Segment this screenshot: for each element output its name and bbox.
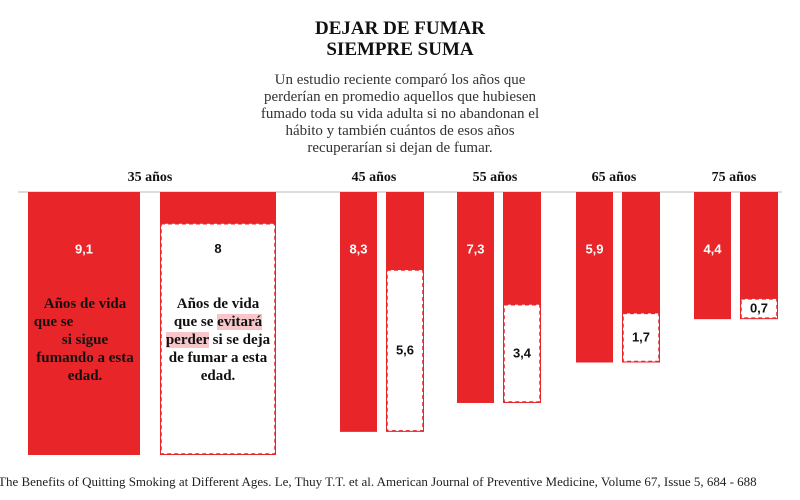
avoided-value-label: 3,4	[513, 345, 532, 360]
lost-bar	[340, 192, 377, 432]
subtitle-line: recuperarían si dejan de fumar.	[307, 140, 493, 156]
category-label: 55 años	[473, 170, 518, 185]
lost-bar	[694, 192, 731, 320]
note-highlight: perderán	[77, 314, 137, 330]
title-line: SIEMPRE SUMA	[326, 39, 474, 60]
avoided-value-label: 8	[214, 241, 221, 256]
avoided-value-label: 0,7	[750, 300, 768, 315]
avoided-value-label: 1,7	[632, 329, 650, 344]
subtitle-line: Un estudio reciente comparó los años que	[274, 72, 526, 88]
note-text: Años de vida que se	[173, 296, 260, 330]
subtitle: Un estudio reciente comparó los años que…	[0, 72, 800, 157]
lost-value-label: 4,4	[703, 241, 722, 256]
note-text: Años de vida que se	[33, 296, 127, 330]
source: The Benefits of Quitting Smoking at Diff…	[0, 474, 757, 489]
category-label: 75 años	[712, 170, 757, 185]
subtitle-line: hábito y también cuántos de esos años	[285, 123, 515, 139]
avoided-bar	[622, 312, 660, 363]
lost-value-label: 7,3	[466, 241, 484, 256]
avoided-value-label: 5,6	[396, 342, 414, 357]
note-text: si se deja de fumar a esta edad.	[168, 332, 271, 384]
subtitle-line: perderían en promedio aquellos que hubie…	[264, 89, 536, 105]
remaining-bar	[740, 192, 778, 320]
series-note: Años de vida que se perderán si sigue fu…	[33, 295, 137, 385]
lost-bar	[28, 192, 140, 455]
title: DEJAR DE FUMAR SIEMPRE SUMA	[0, 18, 800, 60]
lost-value-label: 5,9	[585, 241, 603, 256]
lost-value-label: 8,3	[349, 241, 367, 256]
avoided-bar	[503, 303, 541, 403]
category-label: 35 años	[128, 170, 173, 185]
category-label: 65 años	[592, 170, 637, 185]
chart: 35 años 9,1 8 45 años 8,3 5,6 55 años 7,3 3,4 65 …	[18, 170, 782, 455]
avoided-bar	[740, 298, 778, 319]
subtitle-line: fumado toda su vida adulta si no abandon…	[260, 106, 540, 122]
lost-bar	[457, 192, 494, 403]
note-text: si sigue fumando a esta edad.	[36, 332, 134, 384]
category-label: 45 años	[352, 170, 397, 185]
title-line: DEJAR DE FUMAR	[315, 18, 485, 39]
series-note: Años de vida que se evitará perder si se…	[164, 295, 272, 385]
lost-bar	[576, 192, 613, 363]
avoided-bar	[386, 269, 424, 432]
avoided-bar	[160, 223, 276, 455]
lost-value-label: 9,1	[75, 241, 93, 256]
